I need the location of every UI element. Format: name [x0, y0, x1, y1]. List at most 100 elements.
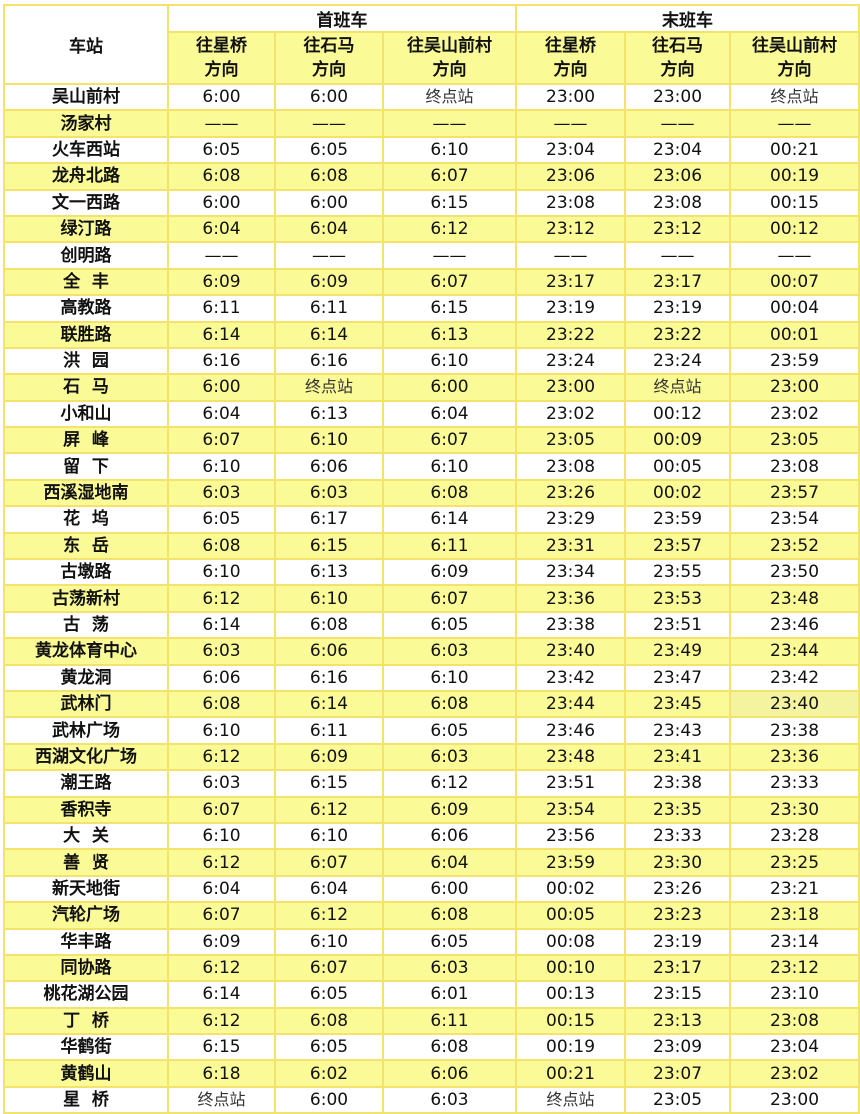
time-cell: 23:09 [624, 1033, 732, 1062]
station-name: 潮王路 [3, 769, 169, 798]
time-cell: 23:42 [729, 663, 860, 692]
time-cell: —— [515, 109, 627, 138]
time-cell: 23:08 [515, 452, 627, 481]
time-cell: 6:06 [274, 637, 384, 666]
time-cell: 23:05 [624, 1085, 732, 1114]
time-cell: 6:03 [381, 1085, 518, 1114]
table-row: 龙舟北路 6:08 6:08 6:07 23:06 23:06 00:19 [3, 162, 860, 191]
time-cell: 23:57 [624, 531, 732, 561]
time-cell: 6:03 [381, 637, 518, 666]
time-cell: 6:14 [167, 610, 276, 640]
time-cell: 6:10 [381, 452, 518, 481]
time-cell: 6:05 [167, 505, 276, 534]
time-cell: 00:09 [624, 426, 732, 455]
time-cell: 6:03 [274, 478, 384, 508]
time-cell: 23:00 [729, 1085, 860, 1114]
table-row: 全 丰 6:09 6:09 6:07 23:17 23:17 00:07 [3, 267, 860, 297]
time-cell: 00:05 [624, 452, 732, 481]
table-row: 古墩路 6:10 6:13 6:09 23:34 23:55 23:50 [3, 558, 860, 587]
time-cell: 23:10 [729, 980, 860, 1009]
time-cell: 6:10 [381, 135, 518, 165]
time-cell: 6:09 [381, 558, 518, 587]
time-cell: 6:15 [381, 294, 518, 323]
time-cell: 6:16 [274, 346, 384, 376]
station-name: 古墩路 [3, 558, 169, 587]
time-cell: 6:12 [381, 214, 518, 244]
time-cell: 6:08 [274, 162, 384, 191]
time-cell: 6:14 [274, 320, 384, 349]
table-row: 同协路 6:12 6:07 6:03 00:10 23:17 23:12 [3, 953, 860, 983]
station-name: 黄龙体育中心 [3, 637, 169, 666]
time-cell: 23:26 [515, 478, 627, 508]
time-cell: 6:09 [381, 795, 518, 824]
table-row: 创明路 —— —— —— —— —— —— [3, 241, 860, 270]
time-cell: 6:06 [274, 452, 384, 481]
time-cell: 23:36 [729, 742, 860, 772]
time-cell: 23:22 [515, 320, 627, 349]
time-cell: 23:31 [515, 531, 627, 561]
time-cell: 6:10 [167, 821, 276, 851]
time-cell: 6:15 [274, 531, 384, 561]
time-cell: 23:51 [624, 610, 732, 640]
time-cell: 23:07 [624, 1059, 732, 1088]
station-name: 小和山 [3, 399, 169, 429]
table-row: 石 马 6:00 终点站 6:00 23:00 终点站 23:00 [3, 373, 860, 402]
time-cell: 6:10 [167, 716, 276, 745]
header-direction: 往星桥 方向 [167, 31, 276, 85]
time-cell: —— [167, 241, 276, 270]
time-cell: 00:19 [729, 162, 860, 191]
time-cell: 23:55 [624, 558, 732, 587]
time-cell: 23:34 [515, 558, 627, 587]
time-cell: 6:13 [381, 320, 518, 349]
time-cell: 23:06 [515, 162, 627, 191]
table-row: 新天地街 6:04 6:04 6:00 00:02 23:26 23:21 [3, 874, 860, 904]
time-cell: 终点站 [274, 373, 384, 402]
time-cell: 6:10 [381, 663, 518, 692]
time-cell: 6:05 [381, 716, 518, 745]
header-direction: 往吴山前村 方向 [729, 31, 860, 85]
station-name: 火车西站 [3, 135, 169, 165]
header-direction: 往石马 方向 [274, 31, 384, 85]
station-name: 创明路 [3, 241, 169, 270]
time-cell: 23:24 [515, 346, 627, 376]
time-cell: 6:04 [274, 214, 384, 244]
station-name: 华丰路 [3, 927, 169, 956]
time-cell: 6:05 [274, 980, 384, 1009]
time-cell: 23:51 [515, 769, 627, 798]
table-row: 黄龙体育中心 6:03 6:06 6:03 23:40 23:49 23:44 [3, 637, 860, 666]
time-cell: 6:10 [381, 346, 518, 376]
time-cell: 6:16 [167, 346, 276, 376]
table-row: 花 坞 6:05 6:17 6:14 23:29 23:59 23:54 [3, 505, 860, 534]
time-cell: —— [381, 109, 518, 138]
time-cell: —— [274, 241, 384, 270]
time-cell: 00:08 [515, 927, 627, 956]
station-name: 香积寺 [3, 795, 169, 824]
table-row: 汽轮广场 6:07 6:12 6:08 00:05 23:23 23:18 [3, 901, 860, 930]
header-direction: 往星桥 方向 [515, 31, 627, 85]
time-cell: 23:00 [515, 373, 627, 402]
time-cell: —— [729, 109, 860, 138]
time-cell: 终点站 [515, 1085, 627, 1114]
time-cell: 23:18 [729, 901, 860, 930]
time-cell: 23:45 [624, 689, 732, 719]
time-cell: 23:28 [729, 821, 860, 851]
station-name: 丁 桥 [3, 1006, 169, 1036]
time-cell: 6:04 [167, 214, 276, 244]
time-cell: 6:12 [167, 584, 276, 613]
time-cell: 23:05 [729, 426, 860, 455]
time-cell: 23:54 [729, 505, 860, 534]
station-name: 文一西路 [3, 188, 169, 217]
time-cell: 23:04 [624, 135, 732, 165]
time-cell: 23:17 [624, 953, 732, 983]
time-cell: 6:04 [167, 874, 276, 904]
time-cell: 23:54 [515, 795, 627, 824]
time-cell: 23:17 [515, 267, 627, 297]
time-cell: 23:04 [515, 135, 627, 165]
time-cell: 6:06 [381, 1059, 518, 1088]
time-cell: 6:08 [167, 162, 276, 191]
time-cell: 6:08 [381, 478, 518, 508]
table-row: 屏 峰 6:07 6:10 6:07 23:05 00:09 23:05 [3, 426, 860, 455]
time-cell: 23:19 [624, 927, 732, 956]
time-cell: 6:11 [167, 294, 276, 323]
time-cell: 23:56 [515, 821, 627, 851]
